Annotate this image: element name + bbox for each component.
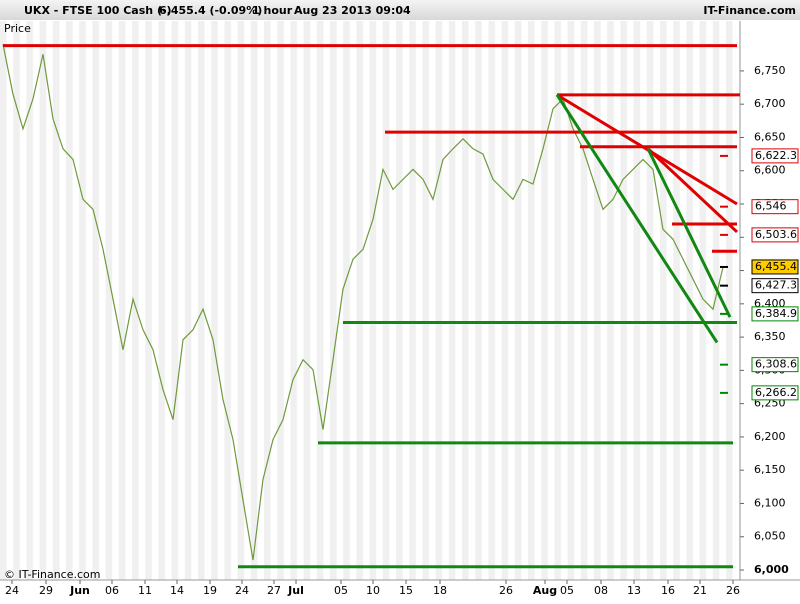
x-tick-label: 10 bbox=[366, 584, 380, 597]
y-tick-label: 6,100 bbox=[754, 496, 786, 509]
y-label: Price bbox=[4, 22, 31, 35]
y-tick-label: 6,750 bbox=[754, 64, 786, 77]
y-tick-label: 6,050 bbox=[754, 530, 786, 543]
x-tick-label: Jun bbox=[69, 584, 90, 597]
x-tick-label: Aug bbox=[533, 584, 557, 597]
y-tick-label: 6,600 bbox=[754, 164, 786, 177]
y-tick-label: 6,700 bbox=[754, 97, 786, 110]
level-box bbox=[751, 385, 799, 401]
y-tick-label: 6,000 bbox=[754, 563, 789, 576]
timestamp: Aug 23 2013 09:04 bbox=[294, 4, 411, 17]
x-tick-label: 14 bbox=[170, 584, 184, 597]
x-tick-label: 26 bbox=[499, 584, 513, 597]
x-tick-label: 29 bbox=[39, 584, 53, 597]
header-bar bbox=[0, 0, 800, 20]
level-box bbox=[751, 199, 799, 215]
brand: IT-Finance.com bbox=[703, 4, 796, 17]
x-tick-label: 24 bbox=[235, 584, 249, 597]
level-label: 6,503.6 bbox=[755, 228, 797, 241]
x-tick-label: 21 bbox=[693, 584, 707, 597]
x-tick-label: 16 bbox=[661, 584, 675, 597]
trend-line bbox=[646, 148, 732, 318]
y-tick-label: 6,150 bbox=[754, 463, 786, 476]
y-tick-label: 6,650 bbox=[754, 130, 786, 143]
level-box bbox=[751, 278, 799, 294]
level-label: 6,546 bbox=[755, 200, 787, 213]
quote: 6,455.4 (-0.09%) bbox=[159, 4, 262, 17]
x-tick-label: 18 bbox=[433, 584, 447, 597]
level-label: 6,266.2 bbox=[755, 386, 797, 399]
x-tick-label: 19 bbox=[203, 584, 217, 597]
level-label: 6,427.3 bbox=[755, 279, 797, 292]
level-label: 6,622.3 bbox=[755, 149, 797, 162]
x-tick-label: 05 bbox=[334, 584, 348, 597]
footer: © IT-Finance.com bbox=[4, 568, 101, 581]
level-box bbox=[751, 357, 799, 373]
level-label: 6,455.4 bbox=[755, 260, 797, 273]
period: 1 hour bbox=[252, 4, 293, 17]
level-box bbox=[751, 148, 799, 164]
price-line bbox=[2, 44, 724, 561]
x-tick-label: 15 bbox=[399, 584, 413, 597]
x-tick-label: 11 bbox=[138, 584, 152, 597]
x-tick-label: 27 bbox=[267, 584, 281, 597]
instrument: UKX - FTSE 100 Cash (-) bbox=[24, 4, 172, 17]
x-tick-label: 24 bbox=[5, 584, 19, 597]
x-tick-label: Jul bbox=[287, 584, 304, 597]
x-tick-label: 06 bbox=[105, 584, 119, 597]
x-tick-label: 08 bbox=[594, 584, 608, 597]
x-tick-label: 13 bbox=[627, 584, 641, 597]
level-label: 6,308.6 bbox=[755, 358, 797, 371]
y-tick-label: 6,200 bbox=[754, 430, 786, 443]
level-box bbox=[751, 306, 799, 322]
trend-line bbox=[646, 147, 739, 234]
plot-background bbox=[0, 21, 740, 580]
level-box bbox=[751, 227, 799, 243]
x-tick-label: 26 bbox=[726, 584, 740, 597]
trend-line bbox=[555, 94, 719, 344]
level-label: 6,384.9 bbox=[755, 307, 797, 320]
x-tick-label: 05 bbox=[560, 584, 574, 597]
y-tick-label: 6,350 bbox=[754, 330, 786, 343]
level-box bbox=[751, 259, 799, 275]
